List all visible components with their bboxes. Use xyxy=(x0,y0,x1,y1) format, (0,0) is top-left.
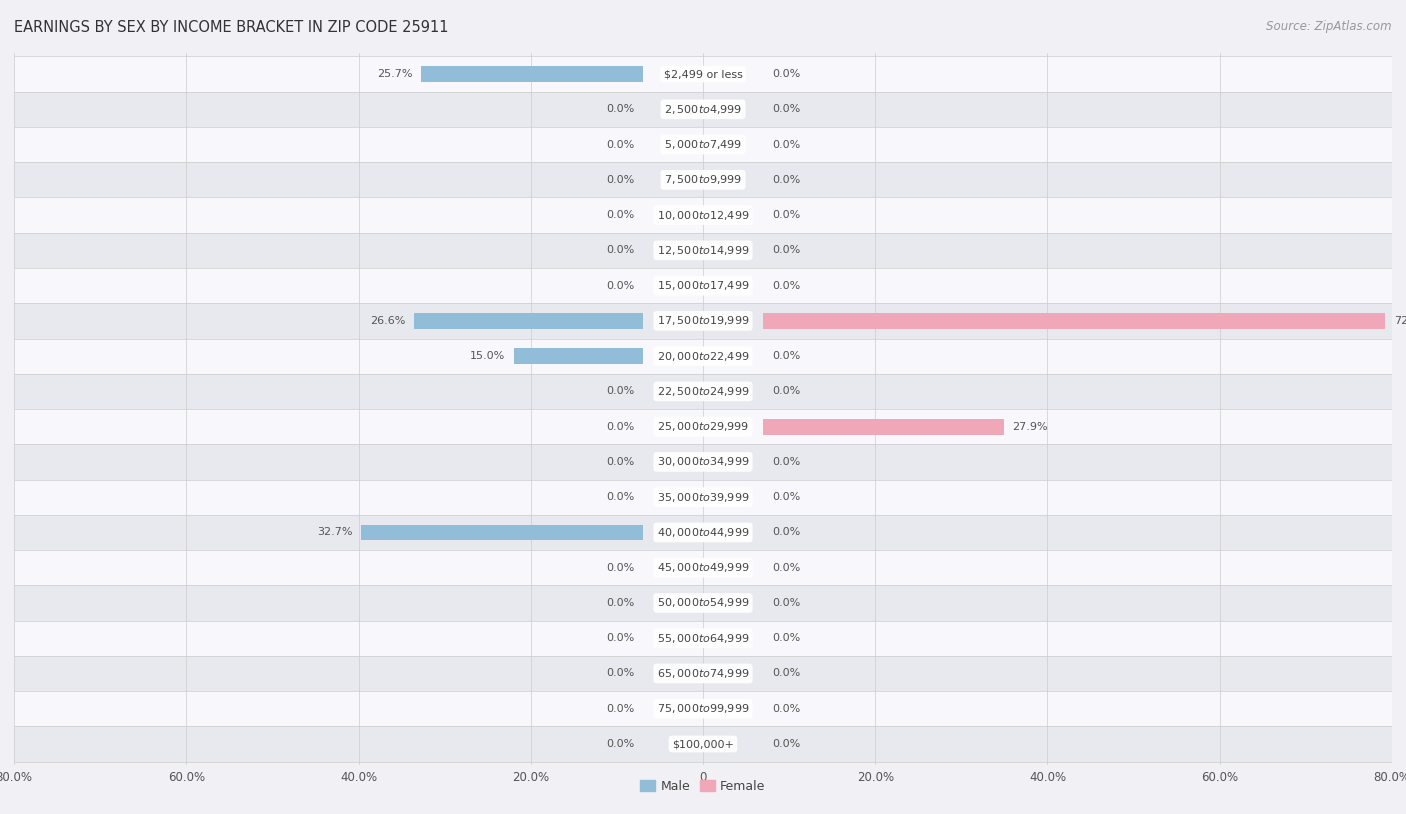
Text: 0.0%: 0.0% xyxy=(772,139,800,150)
Text: 0.0%: 0.0% xyxy=(606,668,634,679)
Text: 26.6%: 26.6% xyxy=(370,316,405,326)
Bar xyxy=(422,66,643,82)
Text: $10,000 to $12,499: $10,000 to $12,499 xyxy=(657,208,749,221)
Text: 0.0%: 0.0% xyxy=(606,562,634,573)
Text: 0.0%: 0.0% xyxy=(772,598,800,608)
Text: 0.0%: 0.0% xyxy=(772,281,800,291)
Text: $40,000 to $44,999: $40,000 to $44,999 xyxy=(657,526,749,539)
Text: $25,000 to $29,999: $25,000 to $29,999 xyxy=(657,420,749,433)
Text: $55,000 to $64,999: $55,000 to $64,999 xyxy=(657,632,749,645)
Text: 0.0%: 0.0% xyxy=(606,492,634,502)
Text: 0.0%: 0.0% xyxy=(772,245,800,256)
Text: $7,500 to $9,999: $7,500 to $9,999 xyxy=(664,173,742,186)
Text: 0.0%: 0.0% xyxy=(606,598,634,608)
Text: $15,000 to $17,499: $15,000 to $17,499 xyxy=(657,279,749,292)
Text: 32.7%: 32.7% xyxy=(316,527,353,537)
Bar xyxy=(14,656,1392,691)
Bar xyxy=(14,198,1392,233)
Bar xyxy=(14,339,1392,374)
Text: 0.0%: 0.0% xyxy=(772,387,800,396)
Text: 0.0%: 0.0% xyxy=(772,704,800,714)
Bar xyxy=(763,418,1004,435)
Bar xyxy=(763,313,1385,329)
Text: 0.0%: 0.0% xyxy=(772,562,800,573)
Text: 0.0%: 0.0% xyxy=(606,245,634,256)
Text: 0.0%: 0.0% xyxy=(772,527,800,537)
Text: 0.0%: 0.0% xyxy=(772,104,800,114)
Bar xyxy=(14,374,1392,409)
Text: 0.0%: 0.0% xyxy=(772,351,800,361)
Text: 0.0%: 0.0% xyxy=(772,668,800,679)
Text: $22,500 to $24,999: $22,500 to $24,999 xyxy=(657,385,749,398)
Legend: Male, Female: Male, Female xyxy=(636,775,770,798)
Text: 0.0%: 0.0% xyxy=(772,739,800,749)
Text: 0.0%: 0.0% xyxy=(772,457,800,467)
Bar xyxy=(14,585,1392,620)
Text: $20,000 to $22,499: $20,000 to $22,499 xyxy=(657,350,749,363)
Text: 0.0%: 0.0% xyxy=(772,69,800,79)
Text: $75,000 to $99,999: $75,000 to $99,999 xyxy=(657,702,749,716)
Text: 0.0%: 0.0% xyxy=(606,104,634,114)
Bar xyxy=(14,691,1392,726)
Bar xyxy=(14,233,1392,268)
Text: 0.0%: 0.0% xyxy=(772,210,800,220)
Bar xyxy=(14,92,1392,127)
Text: 15.0%: 15.0% xyxy=(470,351,505,361)
Text: 25.7%: 25.7% xyxy=(377,69,413,79)
Bar xyxy=(14,726,1392,762)
Text: 72.2%: 72.2% xyxy=(1393,316,1406,326)
Text: 0.0%: 0.0% xyxy=(606,422,634,431)
Text: $2,499 or less: $2,499 or less xyxy=(664,69,742,79)
Bar xyxy=(14,162,1392,198)
Bar xyxy=(14,56,1392,92)
Text: 0.0%: 0.0% xyxy=(606,704,634,714)
Text: 0.0%: 0.0% xyxy=(606,175,634,185)
Bar xyxy=(513,348,643,364)
Text: 0.0%: 0.0% xyxy=(606,457,634,467)
Text: 0.0%: 0.0% xyxy=(606,139,634,150)
Text: 0.0%: 0.0% xyxy=(606,210,634,220)
Text: $17,500 to $19,999: $17,500 to $19,999 xyxy=(657,314,749,327)
Text: $50,000 to $54,999: $50,000 to $54,999 xyxy=(657,597,749,610)
Bar xyxy=(14,127,1392,162)
Text: 27.9%: 27.9% xyxy=(1012,422,1047,431)
Bar xyxy=(14,479,1392,514)
Bar xyxy=(14,620,1392,656)
Bar xyxy=(413,313,643,329)
Bar xyxy=(14,304,1392,339)
Bar xyxy=(14,514,1392,550)
Text: 0.0%: 0.0% xyxy=(606,281,634,291)
Text: $5,000 to $7,499: $5,000 to $7,499 xyxy=(664,138,742,151)
Text: $45,000 to $49,999: $45,000 to $49,999 xyxy=(657,561,749,574)
Text: 0.0%: 0.0% xyxy=(772,633,800,643)
Text: 0.0%: 0.0% xyxy=(606,633,634,643)
Text: 0.0%: 0.0% xyxy=(606,739,634,749)
Text: $12,500 to $14,999: $12,500 to $14,999 xyxy=(657,244,749,257)
Text: 0.0%: 0.0% xyxy=(606,387,634,396)
Bar xyxy=(14,550,1392,585)
Bar xyxy=(14,268,1392,304)
Bar xyxy=(361,524,643,540)
Text: $65,000 to $74,999: $65,000 to $74,999 xyxy=(657,667,749,680)
Bar xyxy=(14,409,1392,444)
Text: $100,000+: $100,000+ xyxy=(672,739,734,749)
Text: 0.0%: 0.0% xyxy=(772,492,800,502)
Text: $2,500 to $4,999: $2,500 to $4,999 xyxy=(664,103,742,116)
Text: $30,000 to $34,999: $30,000 to $34,999 xyxy=(657,455,749,468)
Text: Source: ZipAtlas.com: Source: ZipAtlas.com xyxy=(1267,20,1392,33)
Text: 0.0%: 0.0% xyxy=(772,175,800,185)
Text: EARNINGS BY SEX BY INCOME BRACKET IN ZIP CODE 25911: EARNINGS BY SEX BY INCOME BRACKET IN ZIP… xyxy=(14,20,449,35)
Text: $35,000 to $39,999: $35,000 to $39,999 xyxy=(657,491,749,504)
Bar xyxy=(14,444,1392,479)
